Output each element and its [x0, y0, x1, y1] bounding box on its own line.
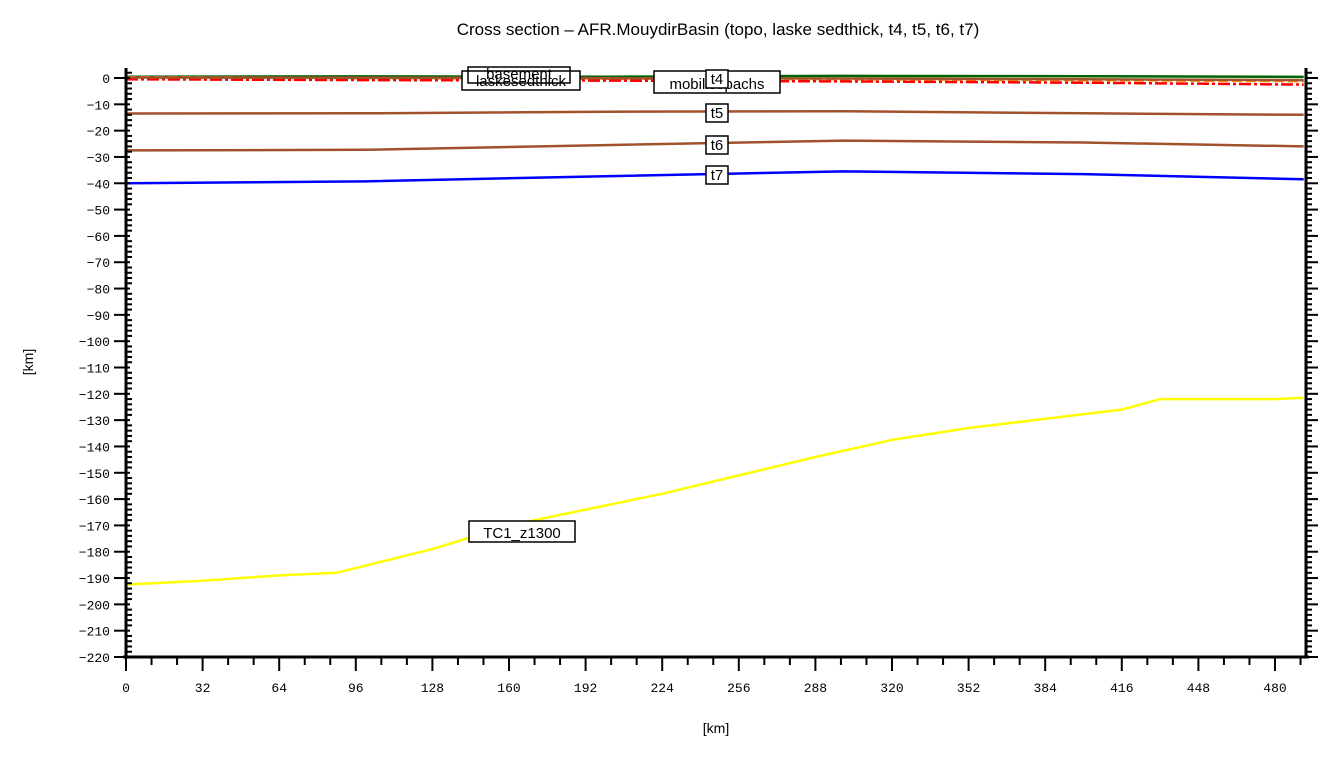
x-tick-label: 0 — [122, 681, 130, 696]
svg-text:t6: t6 — [711, 137, 724, 154]
series-tc1-z1300 — [125, 396, 1304, 586]
x-tick-label: 128 — [421, 681, 444, 696]
y-tick-label: −10 — [87, 98, 110, 113]
x-tick-label: 192 — [574, 681, 597, 696]
annotation-t6: t6 — [705, 135, 729, 155]
svg-text:laskesedthick: laskesedthick — [476, 73, 567, 90]
y-tick-label: −120 — [79, 388, 110, 403]
y-tick-label: −150 — [79, 467, 110, 482]
x-tick-label: 416 — [1110, 681, 1133, 696]
y-tick-label: −90 — [87, 309, 110, 324]
y-tick-label: −190 — [79, 572, 110, 587]
y-tick-label: −140 — [79, 440, 110, 455]
x-tick-label: 352 — [957, 681, 980, 696]
annotation-t4: t4 — [705, 69, 729, 89]
chart-title: Cross section – AFR.MouydirBasin (topo, … — [456, 20, 980, 39]
y-tick-label: −100 — [79, 335, 110, 350]
x-tick-label: 96 — [348, 681, 364, 696]
x-tick-label: 320 — [880, 681, 903, 696]
x-tick-label: 480 — [1263, 681, 1286, 696]
annotation-tc1-z1300: TC1_z1300 — [468, 520, 576, 543]
y-tick-label: −20 — [87, 125, 110, 140]
y-tick-label: −210 — [79, 625, 110, 640]
y-tick-label: −60 — [87, 230, 110, 245]
y-tick-label: −170 — [79, 519, 110, 534]
x-tick-label: 288 — [804, 681, 827, 696]
svg-text:t5: t5 — [711, 105, 724, 122]
svg-text:basement: basement — [486, 66, 553, 83]
y-tick-label: −130 — [79, 414, 110, 429]
annotation-t5: t5 — [705, 103, 729, 123]
y-tick-label: −200 — [79, 598, 110, 613]
x-tick-label: 256 — [727, 681, 750, 696]
x-tick-label: 160 — [497, 681, 520, 696]
y-tick-label: −70 — [87, 256, 110, 271]
y-tick-label: −50 — [87, 204, 110, 219]
x-axis-label: [km] — [703, 720, 729, 736]
annotation-basement: basement — [467, 66, 571, 84]
x-tick-label: 32 — [195, 681, 211, 696]
y-tick-label: −160 — [79, 493, 110, 508]
x-tick-label: 224 — [650, 681, 674, 696]
y-tick-label: 0 — [102, 72, 110, 87]
y-tick-label: −40 — [87, 177, 110, 192]
svg-text:t7: t7 — [711, 167, 724, 184]
svg-text:TC1_z1300: TC1_z1300 — [483, 525, 561, 542]
annotation-laskesedthick: laskesedthick — [461, 70, 581, 91]
annotation-t7: t7 — [705, 165, 729, 185]
y-axis-label: [km] — [20, 349, 36, 375]
y-tick-label: −80 — [87, 283, 110, 298]
x-tick-label: 384 — [1033, 681, 1057, 696]
x-tick-label: 64 — [271, 681, 287, 696]
y-tick-label: −220 — [79, 651, 110, 666]
y-tick-label: −30 — [87, 151, 110, 166]
svg-text:t4: t4 — [711, 71, 724, 88]
y-tick-label: −110 — [79, 362, 110, 377]
x-tick-label: 448 — [1187, 681, 1210, 696]
y-tick-label: −180 — [79, 546, 110, 561]
